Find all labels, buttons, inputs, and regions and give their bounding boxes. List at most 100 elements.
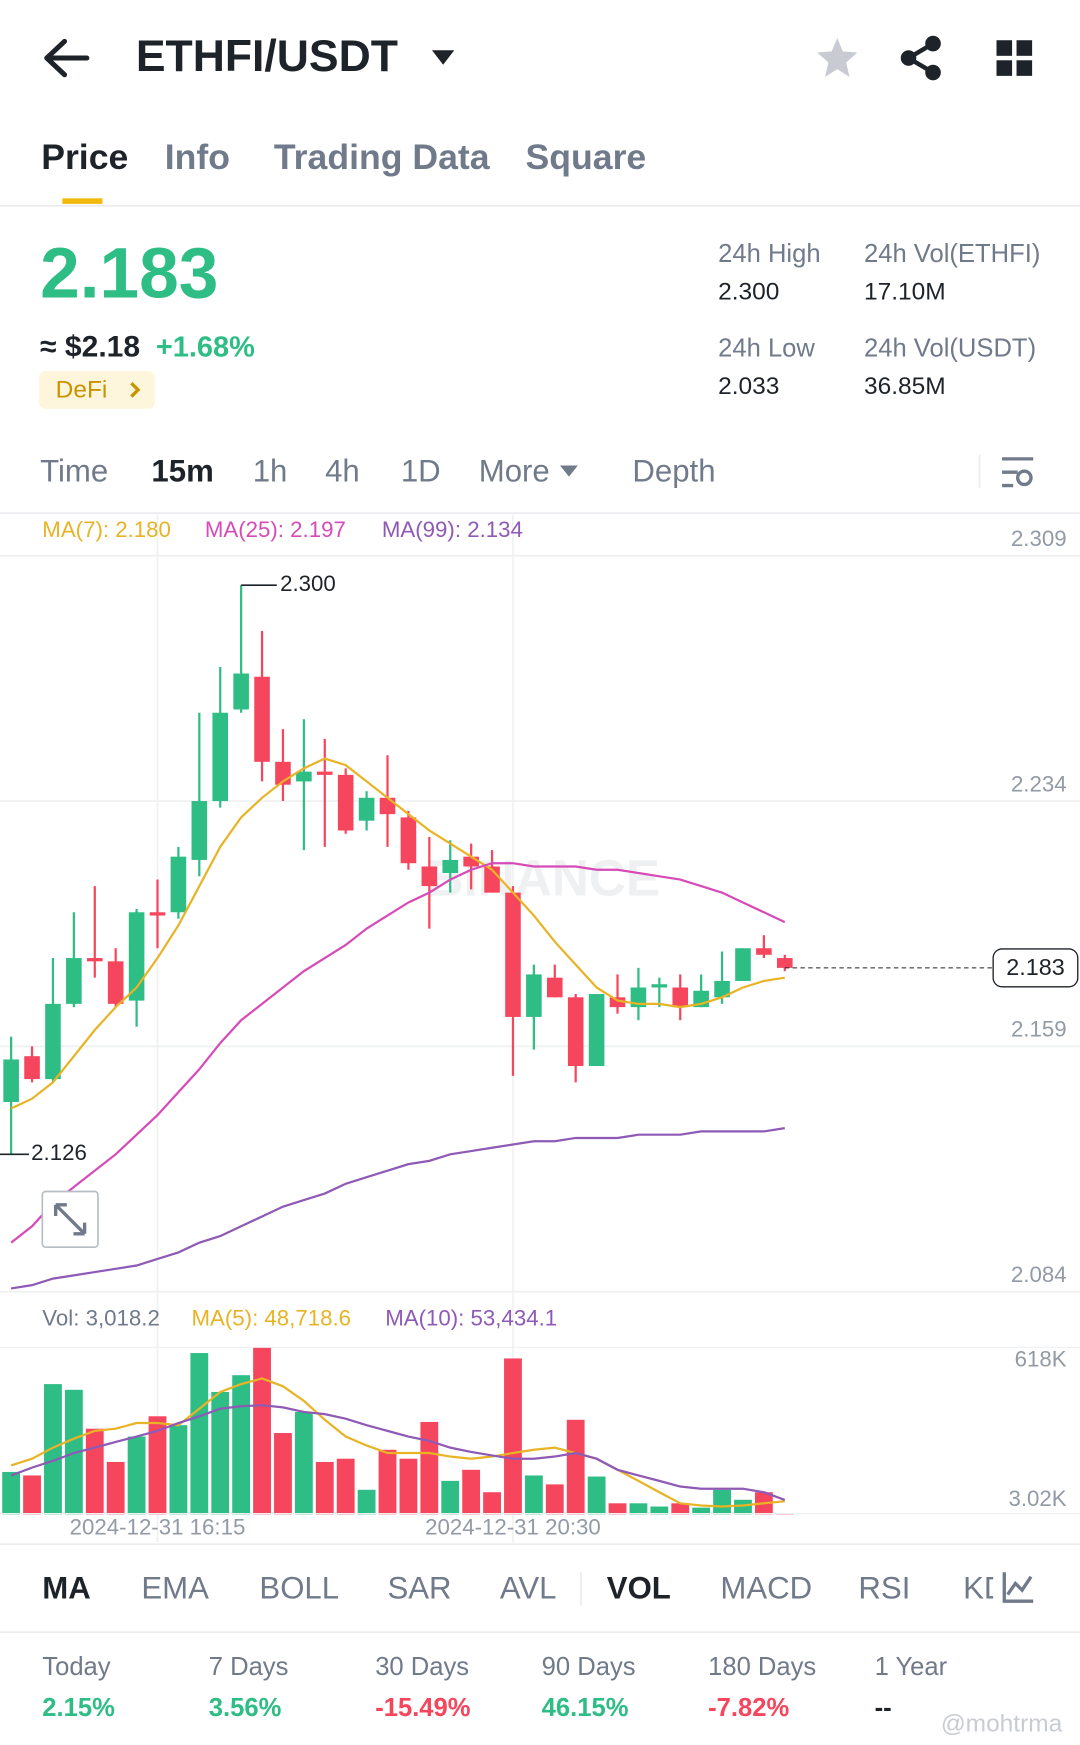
volume-bar — [85, 1428, 104, 1515]
grid-cell — [996, 40, 1013, 56]
indicator-tab[interactable]: VOL — [607, 1570, 671, 1605]
expand-icon — [54, 1203, 87, 1236]
kline-chart: 2024-12-31 16:15 2024-12-31 20:30 2.309 2.2… — [0, 514, 1080, 1543]
indicator-settings[interactable] — [993, 1567, 1049, 1613]
volume-bar — [106, 1461, 125, 1515]
candle-body — [3, 1059, 19, 1102]
indicator-tab[interactable]: MACD — [720, 1570, 812, 1605]
tab[interactable]: Trading Data — [274, 137, 491, 177]
interval-tab[interactable]: Depth — [632, 454, 715, 489]
volume-bar — [357, 1489, 376, 1515]
grid-cell — [1016, 60, 1033, 76]
tag-label: DeFi — [56, 376, 108, 403]
share-dot — [925, 64, 941, 81]
candle-body — [170, 856, 187, 913]
period-label: 7 Days — [209, 1653, 289, 1681]
ma-line — [10, 1127, 785, 1290]
candle-body — [651, 984, 668, 988]
period-value: -- — [875, 1694, 892, 1722]
stat-value: 17.10M — [864, 278, 946, 305]
candle-body — [442, 859, 459, 874]
min-label: 2.126 — [31, 1140, 87, 1165]
usd-price: ≈ $2.18 — [40, 331, 140, 364]
stat-label: 24h Vol(USDT) — [864, 335, 1036, 363]
menu-grid[interactable] — [996, 40, 1033, 76]
indicator-tab[interactable]: RSI — [858, 1570, 910, 1605]
sector-tag[interactable]: DeFi — [38, 370, 155, 409]
y-tick-label: 2.309 — [1011, 526, 1067, 551]
candle-body — [505, 892, 521, 1017]
fullscreen-button[interactable] — [41, 1190, 99, 1248]
interval-tab[interactable]: Time — [40, 454, 108, 489]
volume-bar — [545, 1484, 564, 1515]
period-label: 180 Days — [708, 1653, 816, 1681]
volume-bar — [169, 1425, 188, 1515]
tab[interactable]: Info — [165, 137, 230, 177]
candle-body — [672, 987, 689, 1008]
favorite-star[interactable] — [817, 38, 858, 77]
interval-bar: Time 15m 1h 4h 1D More Depth — [40, 454, 715, 489]
candle-body — [526, 974, 542, 1017]
grid-cell — [1016, 40, 1033, 56]
period-label: 90 Days — [542, 1653, 636, 1681]
candle-body — [609, 997, 626, 1008]
price-change: +1.68% — [156, 331, 255, 363]
volume-bar — [483, 1492, 501, 1515]
indicator-tab[interactable]: SAR — [387, 1570, 451, 1605]
stat-label: 24h Low — [718, 335, 815, 363]
volume-bar — [378, 1449, 397, 1515]
period-label: Today — [42, 1653, 110, 1681]
candle-body — [128, 912, 145, 1001]
x-tick-label: 2024-12-31 20:30 — [425, 1515, 601, 1540]
candle-body — [45, 1003, 61, 1080]
interval-tab[interactable]: 4h — [325, 454, 360, 489]
indicator-tab[interactable]: BOLL — [259, 1570, 339, 1605]
pair-dropdown[interactable] — [432, 50, 455, 65]
volume-bar — [462, 1469, 481, 1515]
indicator-tab[interactable]: EMA — [141, 1570, 209, 1605]
ma-legend: MA(25): 2.197 — [205, 517, 346, 542]
volume-bar — [650, 1506, 669, 1515]
tag-chevron — [130, 381, 141, 398]
grid-cell — [996, 60, 1013, 76]
indicator-tab[interactable]: MA — [42, 1570, 90, 1605]
divider — [0, 205, 1080, 207]
interval-tab[interactable]: More — [479, 454, 550, 489]
last-price: 2.183 — [40, 233, 218, 313]
pair-title[interactable]: ETHFI/USDT — [136, 32, 398, 81]
candle-body — [735, 948, 751, 981]
interval-tab[interactable]: 15m — [151, 454, 213, 489]
interval-tab[interactable]: 1h — [253, 454, 288, 489]
volume-bar — [608, 1503, 627, 1515]
current-price-tag — [992, 948, 1079, 988]
volume-bar — [587, 1476, 606, 1515]
stat-value: 2.033 — [718, 373, 779, 400]
candle-body — [337, 774, 354, 831]
divider — [0, 512, 1080, 514]
divider — [978, 454, 981, 488]
divider — [0, 1543, 1080, 1545]
more-caret[interactable] — [560, 465, 578, 477]
volume-bar — [315, 1461, 334, 1515]
volume-bar — [713, 1489, 731, 1515]
share-button[interactable] — [900, 35, 941, 81]
candle-body — [296, 771, 312, 782]
interval-tab[interactable]: 1D — [401, 454, 441, 489]
stat-value: 2.300 — [718, 278, 779, 305]
vol-ma-line — [10, 1377, 785, 1508]
tab[interactable]: Price — [41, 137, 128, 177]
candle-body — [191, 801, 208, 860]
volume-bar — [399, 1458, 418, 1515]
volume-bar — [294, 1411, 313, 1515]
indicator-tab[interactable]: AVL — [500, 1570, 557, 1605]
candle-body — [421, 866, 438, 887]
candle-body — [66, 958, 82, 1004]
vol-ma-line — [10, 1404, 786, 1501]
max-label: 2.300 — [280, 571, 336, 596]
y-tick-label: 2.234 — [1011, 771, 1067, 796]
tab[interactable]: Square — [526, 137, 647, 177]
period-value: 3.56% — [209, 1694, 282, 1722]
chart-settings[interactable] — [1002, 457, 1034, 488]
back-button[interactable] — [44, 38, 90, 78]
